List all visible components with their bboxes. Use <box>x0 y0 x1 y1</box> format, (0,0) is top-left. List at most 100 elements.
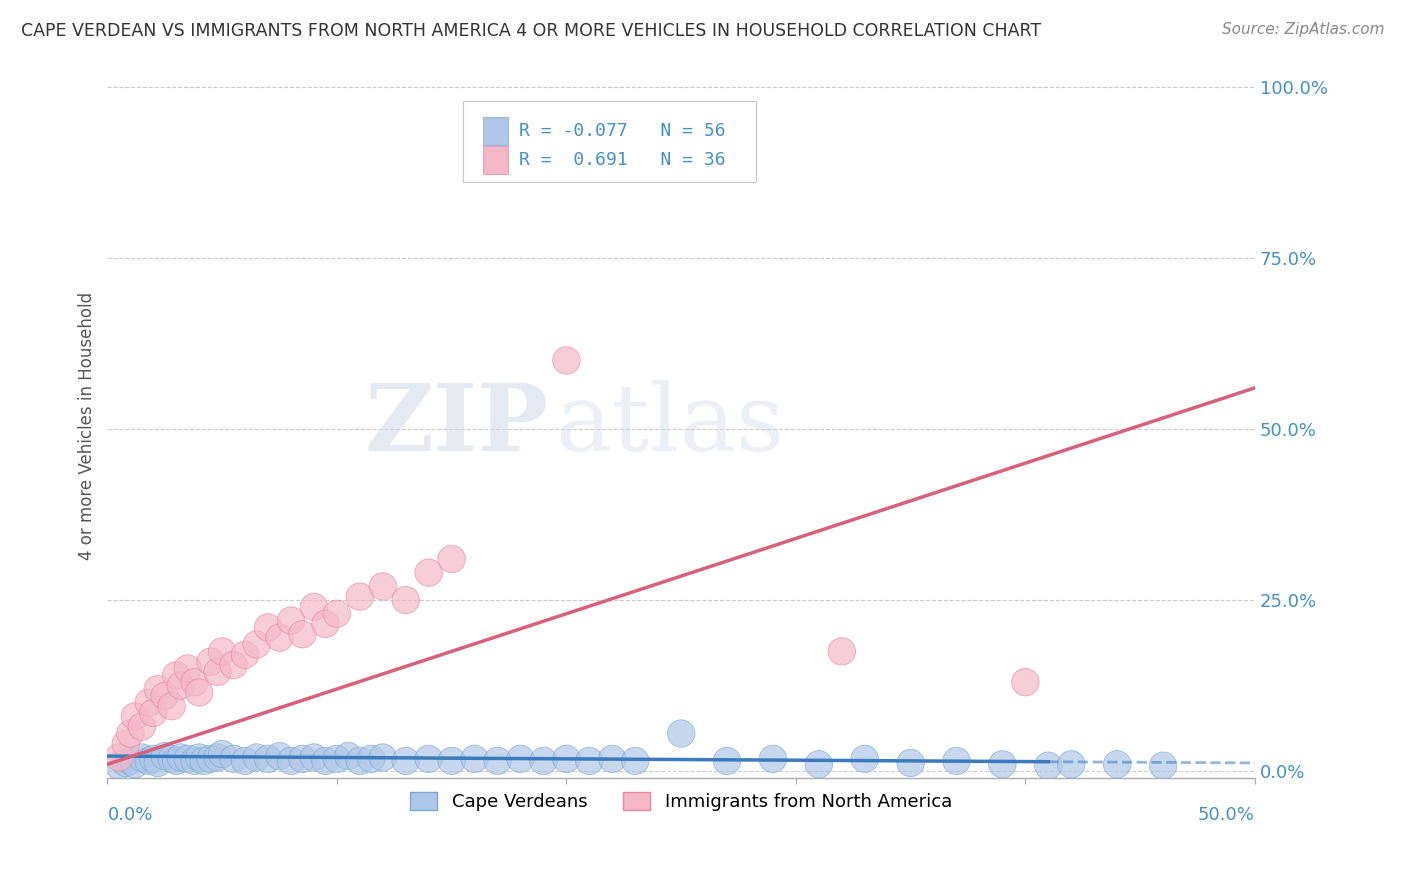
Ellipse shape <box>204 658 232 686</box>
Ellipse shape <box>157 692 186 720</box>
Ellipse shape <box>1035 752 1062 780</box>
Ellipse shape <box>157 745 186 772</box>
Text: atlas: atlas <box>555 381 785 470</box>
Ellipse shape <box>346 583 374 610</box>
Ellipse shape <box>181 668 208 696</box>
Ellipse shape <box>1011 668 1039 696</box>
Ellipse shape <box>197 648 225 675</box>
Ellipse shape <box>415 559 443 586</box>
Ellipse shape <box>277 747 305 774</box>
Text: R =  0.691   N = 36: R = 0.691 N = 36 <box>519 152 725 169</box>
Ellipse shape <box>197 745 225 772</box>
Ellipse shape <box>668 720 695 747</box>
Ellipse shape <box>288 621 316 648</box>
Ellipse shape <box>117 747 143 774</box>
Ellipse shape <box>437 747 465 774</box>
Text: 50.0%: 50.0% <box>1198 806 1256 824</box>
Ellipse shape <box>346 747 374 774</box>
Text: CAPE VERDEAN VS IMMIGRANTS FROM NORTH AMERICA 4 OR MORE VEHICLES IN HOUSEHOLD CO: CAPE VERDEAN VS IMMIGRANTS FROM NORTH AM… <box>21 22 1042 40</box>
Ellipse shape <box>112 749 139 777</box>
Ellipse shape <box>186 744 212 772</box>
Ellipse shape <box>277 607 305 634</box>
Text: 0.0%: 0.0% <box>107 806 153 824</box>
Ellipse shape <box>851 745 879 772</box>
Ellipse shape <box>806 751 832 778</box>
Ellipse shape <box>553 347 581 374</box>
Ellipse shape <box>105 752 132 780</box>
Ellipse shape <box>392 747 419 774</box>
Ellipse shape <box>139 699 167 727</box>
Ellipse shape <box>112 730 139 757</box>
FancyBboxPatch shape <box>463 101 755 182</box>
Ellipse shape <box>621 747 650 774</box>
Ellipse shape <box>357 745 385 772</box>
Ellipse shape <box>575 747 603 774</box>
Ellipse shape <box>135 689 163 716</box>
Ellipse shape <box>897 749 924 777</box>
Ellipse shape <box>828 638 855 665</box>
Ellipse shape <box>121 751 149 778</box>
Ellipse shape <box>461 745 488 772</box>
Ellipse shape <box>150 742 179 770</box>
Ellipse shape <box>299 593 328 621</box>
Ellipse shape <box>135 747 163 774</box>
Ellipse shape <box>368 573 396 600</box>
Ellipse shape <box>288 745 316 772</box>
Ellipse shape <box>117 720 143 747</box>
Ellipse shape <box>163 747 190 774</box>
Ellipse shape <box>167 744 194 772</box>
Ellipse shape <box>143 749 172 777</box>
Ellipse shape <box>186 679 212 706</box>
Text: ZIP: ZIP <box>366 381 550 470</box>
Ellipse shape <box>368 744 396 772</box>
Ellipse shape <box>254 614 281 641</box>
Ellipse shape <box>143 675 172 703</box>
Ellipse shape <box>243 631 270 658</box>
Ellipse shape <box>254 745 281 772</box>
Ellipse shape <box>437 545 465 573</box>
Ellipse shape <box>204 744 232 772</box>
Ellipse shape <box>530 747 557 774</box>
Ellipse shape <box>232 641 259 668</box>
Ellipse shape <box>713 747 741 774</box>
Ellipse shape <box>553 745 581 772</box>
Ellipse shape <box>312 747 339 774</box>
Ellipse shape <box>167 672 194 699</box>
Ellipse shape <box>506 745 534 772</box>
Y-axis label: 4 or more Vehicles in Household: 4 or more Vehicles in Household <box>79 292 96 559</box>
Ellipse shape <box>219 745 247 772</box>
Ellipse shape <box>150 682 179 709</box>
Ellipse shape <box>299 744 328 772</box>
Ellipse shape <box>1057 751 1085 778</box>
Text: Source: ZipAtlas.com: Source: ZipAtlas.com <box>1222 22 1385 37</box>
FancyBboxPatch shape <box>482 146 508 174</box>
Ellipse shape <box>599 745 626 772</box>
Ellipse shape <box>988 751 1017 778</box>
Ellipse shape <box>484 747 512 774</box>
Ellipse shape <box>105 744 132 772</box>
Ellipse shape <box>1149 752 1177 780</box>
Ellipse shape <box>128 744 156 772</box>
Ellipse shape <box>943 747 970 774</box>
Ellipse shape <box>1104 751 1130 778</box>
Ellipse shape <box>323 745 350 772</box>
Ellipse shape <box>190 747 218 774</box>
Ellipse shape <box>219 651 247 679</box>
Ellipse shape <box>323 600 350 627</box>
Ellipse shape <box>174 745 201 772</box>
Ellipse shape <box>139 745 167 772</box>
Ellipse shape <box>174 655 201 682</box>
Ellipse shape <box>415 745 443 772</box>
Ellipse shape <box>128 713 156 740</box>
Legend: Cape Verdeans, Immigrants from North America: Cape Verdeans, Immigrants from North Ame… <box>404 785 959 818</box>
Ellipse shape <box>335 742 363 770</box>
Ellipse shape <box>208 740 236 768</box>
Ellipse shape <box>759 745 787 772</box>
FancyBboxPatch shape <box>482 117 508 145</box>
Ellipse shape <box>121 703 149 730</box>
Ellipse shape <box>232 747 259 774</box>
Ellipse shape <box>208 638 236 665</box>
Ellipse shape <box>163 662 190 689</box>
Ellipse shape <box>243 744 270 772</box>
Ellipse shape <box>181 747 208 774</box>
